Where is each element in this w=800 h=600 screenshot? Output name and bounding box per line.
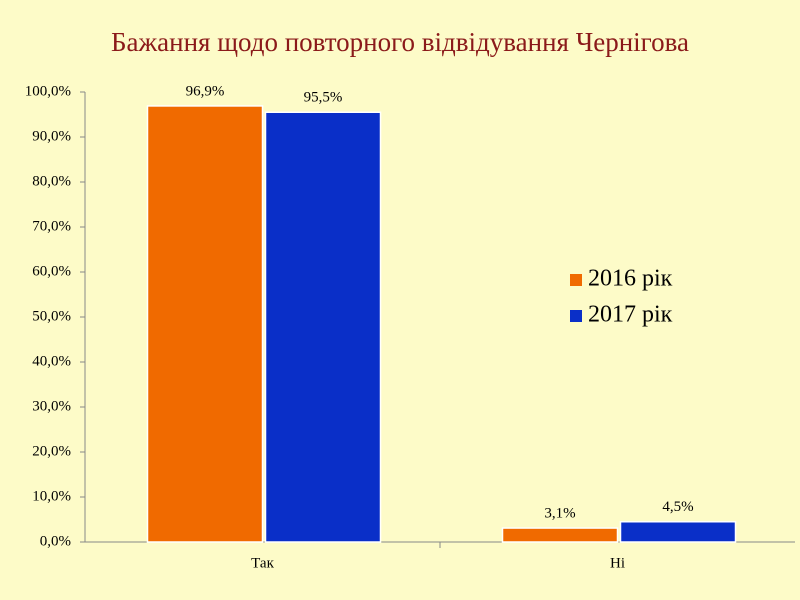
y-tick-label: 50,0%: [32, 308, 71, 324]
y-tick-label: 90,0%: [32, 128, 71, 144]
bar: [501, 527, 619, 543]
legend-swatch: [570, 274, 582, 286]
y-tick-label: 20,0%: [32, 443, 71, 459]
bar: [264, 111, 382, 543]
value-label: 3,1%: [544, 505, 575, 521]
y-tick-label: 10,0%: [32, 488, 71, 504]
y-tick-label: 80,0%: [32, 173, 71, 189]
value-label: 96,9%: [186, 83, 225, 99]
y-tick-label: 100,0%: [25, 83, 71, 99]
legend-label: 2017 рік: [588, 302, 673, 328]
chart-title: Бажання щодо повторного відвідування Чер…: [111, 27, 689, 57]
y-tick-label: 30,0%: [32, 398, 71, 414]
x-tick-label: Ні: [610, 555, 625, 571]
legend-swatch: [570, 310, 582, 322]
y-tick-label: 40,0%: [32, 353, 71, 369]
y-tick-label: 60,0%: [32, 263, 71, 279]
y-tick-label: 70,0%: [32, 218, 71, 234]
value-label: 4,5%: [662, 499, 693, 515]
x-tick-label: Так: [251, 555, 274, 571]
value-label: 95,5%: [304, 90, 343, 106]
bar: [146, 105, 264, 543]
y-tick-label: 0,0%: [40, 533, 71, 549]
bar: [619, 521, 737, 543]
legend-label: 2016 рік: [588, 266, 673, 292]
